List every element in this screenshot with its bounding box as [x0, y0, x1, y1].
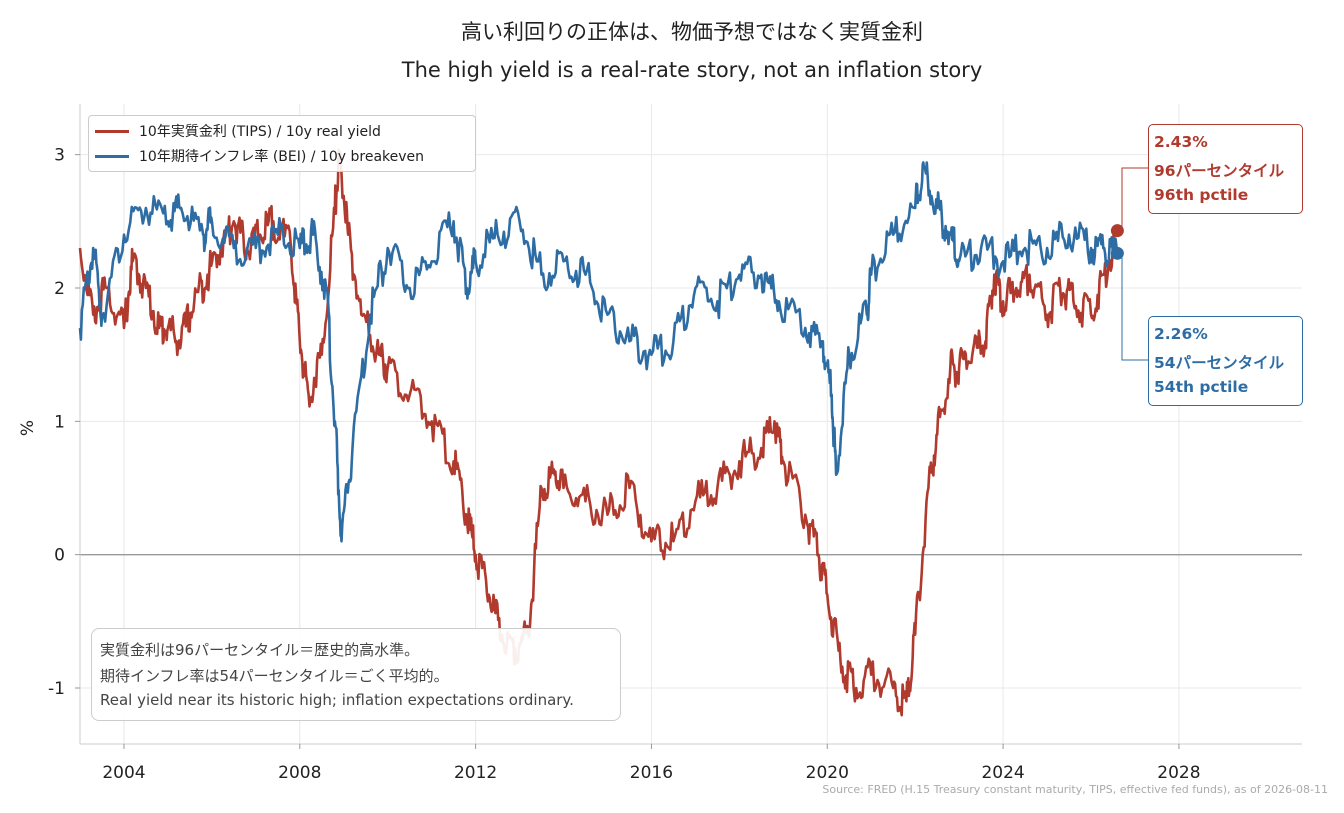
y-tick-label: -1 — [48, 679, 65, 699]
y-axis-label: % — [18, 420, 38, 436]
leader-line-real — [1117, 167, 1148, 232]
x-tick-label: 2020 — [806, 763, 849, 783]
legend-swatch-breakeven — [95, 154, 129, 158]
y-tick-label: 2 — [54, 279, 65, 299]
legend-item-breakeven: 10年期待インフレ率 (BEI) / 10y breakeven — [95, 146, 424, 166]
callout-real-pct-en: 96th pctile — [1154, 186, 1249, 204]
note-line-1: 実質金利は96パーセンタイル＝歴史的高水準。 — [100, 641, 420, 659]
axes: 2004 2008 2012 2016 2020 2024 2028 -1 0 1 2 3% — [18, 104, 1302, 783]
x-tick-label: 2024 — [981, 763, 1024, 783]
callout-breakeven: 2.26% 54パーセンタイル 54th pctile — [1148, 316, 1303, 406]
chart-subtitle: The high yield is a real-rate story, not… — [401, 58, 983, 82]
callout-breakeven-pct-ja: 54パーセンタイル — [1154, 354, 1285, 372]
series-lines — [78, 148, 1119, 717]
x-tick-label: 2008 — [278, 763, 321, 783]
x-tick-label: 2028 — [1157, 763, 1200, 783]
callout-leaders — [1117, 167, 1148, 361]
x-tick-label: 2012 — [454, 763, 497, 783]
source-note: Source: FRED (H.15 Treasury constant mat… — [822, 783, 1328, 796]
chart-title: 高い利回りの正体は、物価予想ではなく実質金利 — [461, 20, 923, 44]
series-line-breakeven — [78, 161, 1119, 543]
callout-real: 2.43% 96パーセンタイル 96th pctile — [1148, 124, 1303, 214]
callout-breakeven-pct-en: 54th pctile — [1154, 378, 1249, 396]
legend: 10年実質金利 (TIPS) / 10y real yield 10年期待インフ… — [88, 115, 476, 172]
note-line-2: 期待インフレ率は54パーセンタイル＝ごく平均的。 — [100, 667, 449, 685]
leader-line-breakeven — [1117, 252, 1148, 361]
y-tick-label: 3 — [54, 146, 65, 166]
callout-breakeven-value: 2.26% — [1154, 325, 1208, 343]
legend-item-real: 10年実質金利 (TIPS) / 10y real yield — [95, 121, 381, 141]
legend-swatch-real — [95, 129, 129, 133]
series-line-real — [78, 148, 1119, 717]
legend-label-real: 10年実質金利 (TIPS) / 10y real yield — [139, 124, 381, 140]
note-line-3: Real yield near its historic high; infla… — [100, 691, 574, 709]
callout-real-value: 2.43% — [1154, 133, 1208, 151]
x-tick-label: 2004 — [102, 763, 145, 783]
legend-label-breakeven: 10年期待インフレ率 (BEI) / 10y breakeven — [139, 149, 425, 165]
annotation-note: 実質金利は96パーセンタイル＝歴史的高水準。 期待インフレ率は54パーセンタイル… — [91, 628, 621, 721]
y-tick-label: 0 — [54, 546, 65, 566]
x-tick-label: 2016 — [630, 763, 673, 783]
y-tick-label: 1 — [54, 412, 65, 432]
callout-real-pct-ja: 96パーセンタイル — [1154, 162, 1285, 180]
